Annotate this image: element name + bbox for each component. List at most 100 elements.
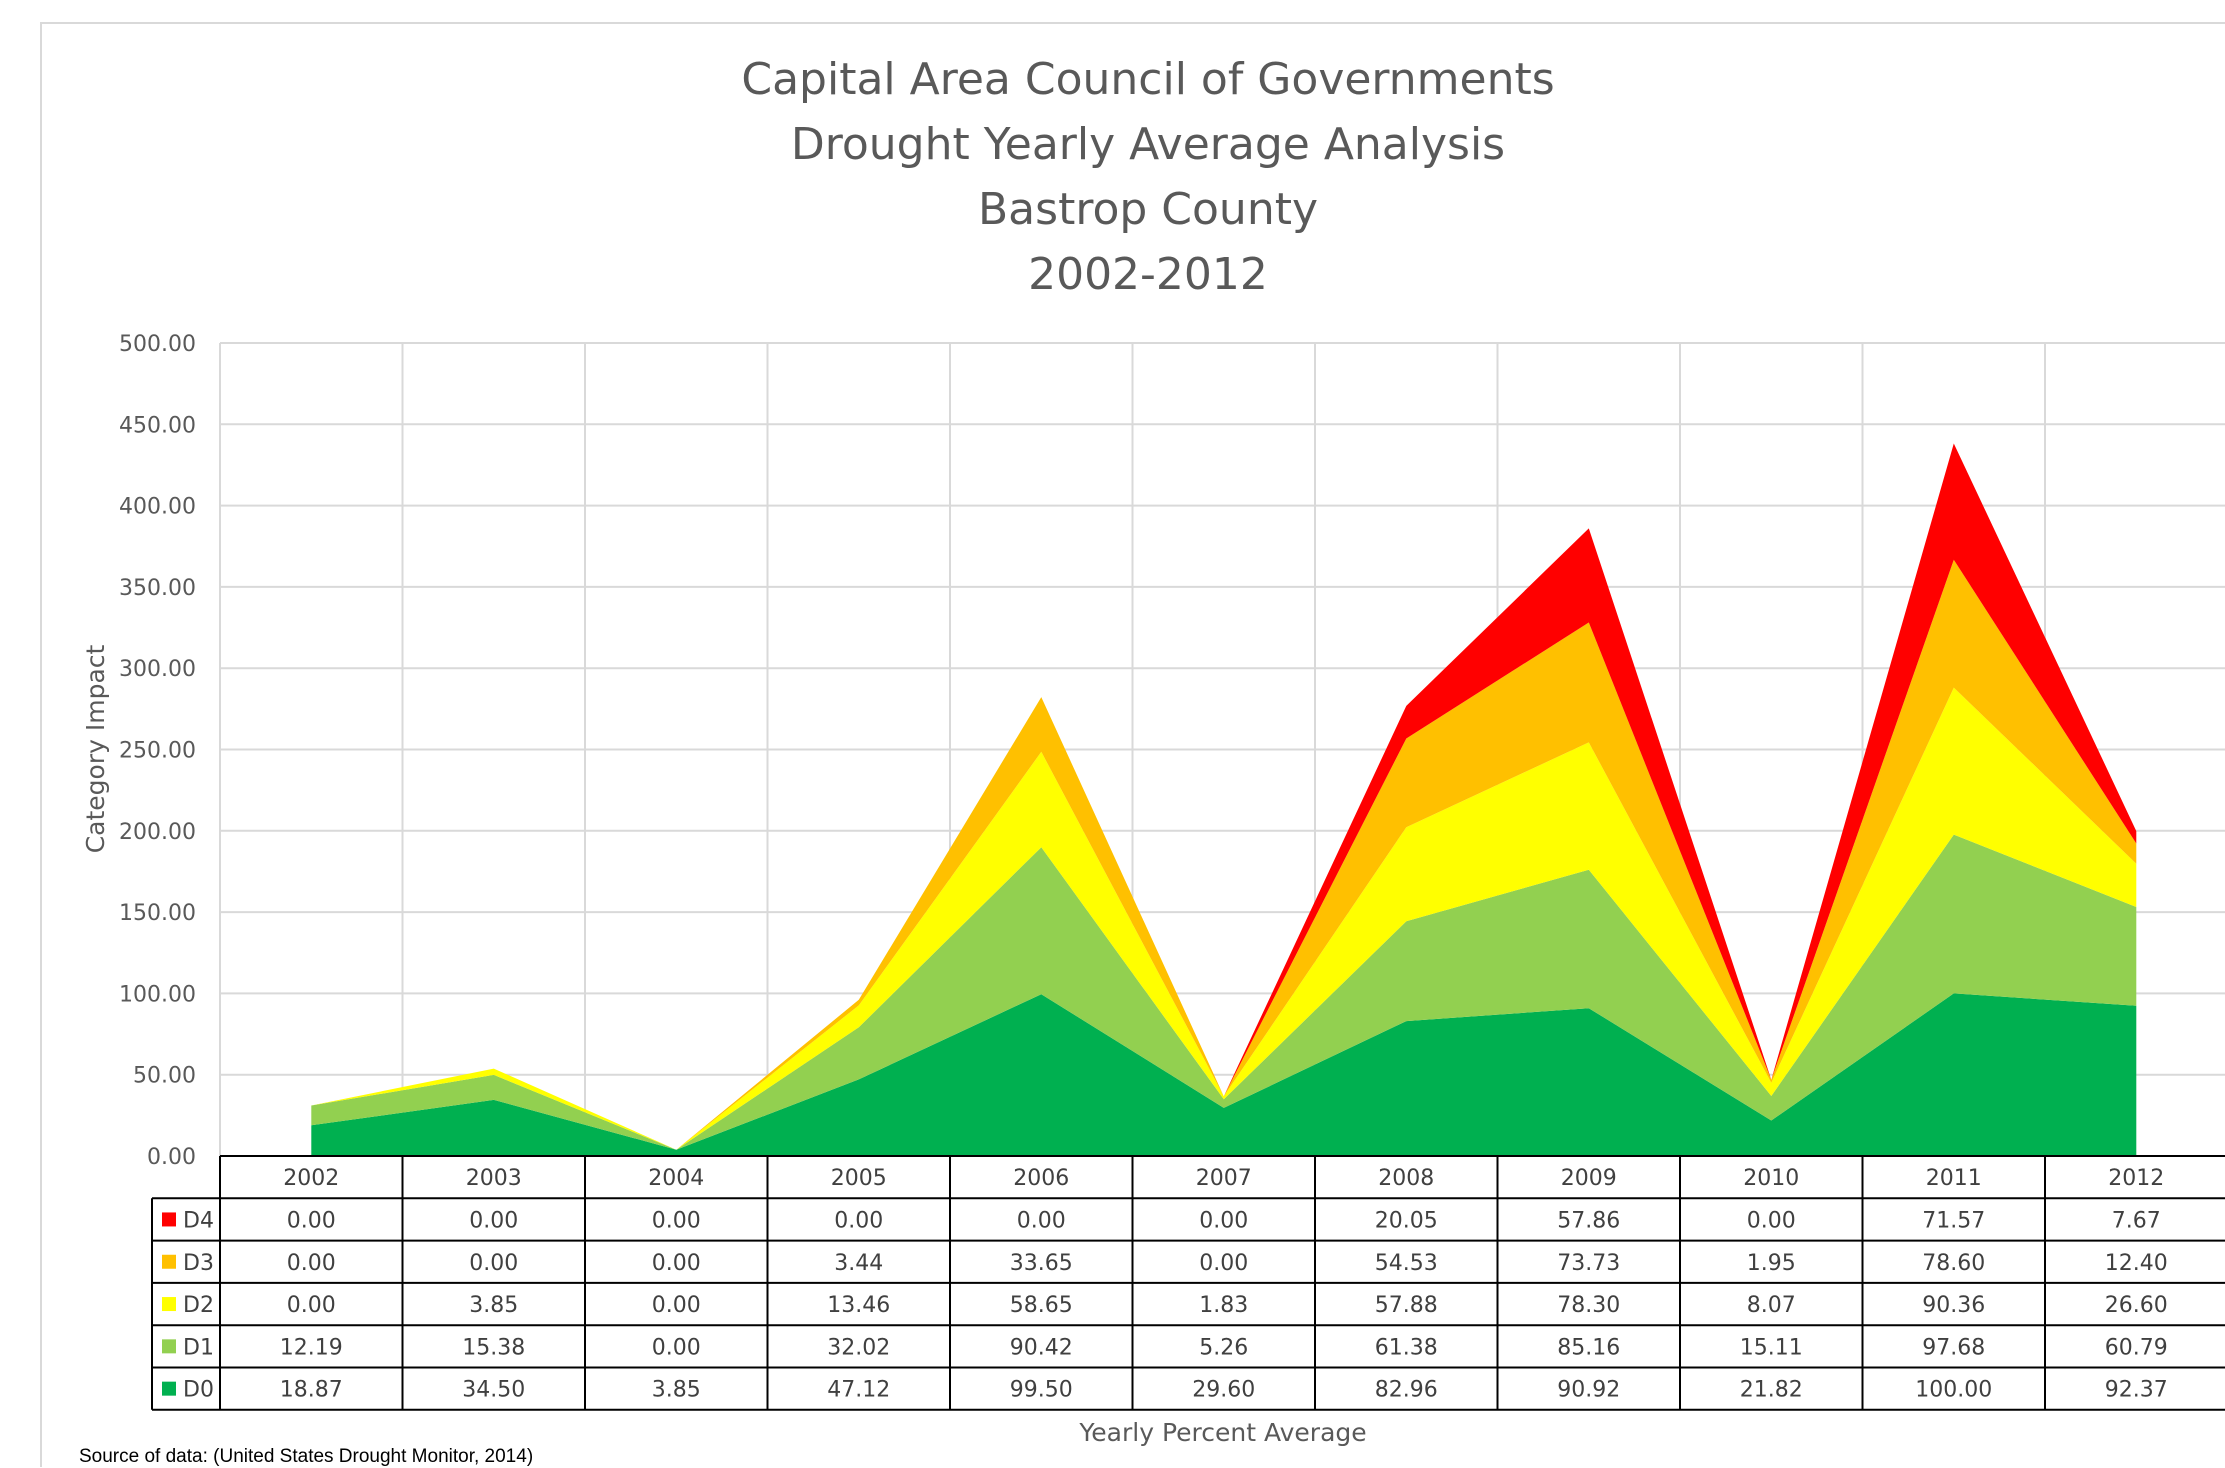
table-cell: 60.79 bbox=[2105, 1335, 2168, 1360]
legend-label-d4: D4 bbox=[183, 1208, 214, 1233]
table-cell: 12.40 bbox=[2105, 1251, 2168, 1276]
table-cell: 0.00 bbox=[1199, 1208, 1248, 1233]
table-cell: 0.00 bbox=[652, 1208, 701, 1233]
table-cell: 33.65 bbox=[1010, 1251, 1073, 1276]
table-cell: 8.07 bbox=[1747, 1293, 1796, 1318]
y-tick-label: 200.00 bbox=[119, 820, 196, 845]
area-series-d4 bbox=[311, 443, 2137, 1150]
title-line-2: Drought Yearly Average Analysis bbox=[791, 119, 1505, 170]
area-series-d1 bbox=[311, 834, 2137, 1150]
table-cell: 90.42 bbox=[1010, 1335, 1073, 1360]
table-cell: 47.12 bbox=[827, 1378, 890, 1403]
table-cell: 0.00 bbox=[287, 1293, 336, 1318]
table-cell: 32.02 bbox=[827, 1335, 890, 1360]
table-cell: 0.00 bbox=[469, 1208, 518, 1233]
y-tick-label: 400.00 bbox=[119, 495, 196, 520]
y-tick-label: 500.00 bbox=[119, 332, 196, 357]
title-line-1: Capital Area Council of Governments bbox=[741, 54, 1554, 105]
x-category-label: 2011 bbox=[1926, 1166, 1982, 1191]
legend-key-d2 bbox=[162, 1297, 176, 1312]
table-cell: 21.82 bbox=[1740, 1378, 1803, 1403]
area-series-d0 bbox=[311, 993, 2137, 1156]
table-cell: 3.85 bbox=[652, 1378, 701, 1403]
table-cell: 26.60 bbox=[2105, 1293, 2168, 1318]
table-cell: 0.00 bbox=[652, 1335, 701, 1360]
table-cell: 12.19 bbox=[280, 1335, 343, 1360]
table-cell: 0.00 bbox=[1199, 1251, 1248, 1276]
legend-label-d1: D1 bbox=[183, 1335, 214, 1360]
table-cell: 0.00 bbox=[1017, 1208, 1066, 1233]
table-cell: 1.95 bbox=[1747, 1251, 1796, 1276]
title-line-4: 2002-2012 bbox=[1028, 249, 1268, 300]
x-category-label: 2012 bbox=[2108, 1166, 2164, 1191]
legend-key-d0 bbox=[162, 1381, 176, 1396]
area-series-d3 bbox=[311, 559, 2137, 1150]
x-category-label: 2004 bbox=[648, 1166, 704, 1191]
y-tick-label: 300.00 bbox=[119, 657, 196, 682]
legend-label-d0: D0 bbox=[183, 1378, 214, 1403]
x-category-label: 2002 bbox=[283, 1166, 339, 1191]
x-category-label: 2010 bbox=[1743, 1166, 1799, 1191]
x-category-label: 2005 bbox=[831, 1166, 887, 1191]
x-category-label: 2006 bbox=[1013, 1166, 1069, 1191]
table-cell: 82.96 bbox=[1375, 1378, 1438, 1403]
table-cell: 0.00 bbox=[287, 1208, 336, 1233]
table-cell: 5.26 bbox=[1199, 1335, 1248, 1360]
table-cell: 18.87 bbox=[280, 1378, 343, 1403]
x-category-label: 2008 bbox=[1378, 1166, 1434, 1191]
table-cell: 1.83 bbox=[1199, 1293, 1248, 1318]
table-cell: 92.37 bbox=[2105, 1378, 2168, 1403]
chart-title: Capital Area Council of Governments Drou… bbox=[741, 54, 1554, 300]
stacked-areas bbox=[311, 443, 2137, 1156]
table-cell: 0.00 bbox=[652, 1251, 701, 1276]
table-cell: 34.50 bbox=[462, 1378, 525, 1403]
table-cell: 0.00 bbox=[652, 1293, 701, 1318]
table-cell: 0.00 bbox=[469, 1251, 518, 1276]
table-cell: 0.00 bbox=[1747, 1208, 1796, 1233]
x-category-label: 2007 bbox=[1196, 1166, 1252, 1191]
table-cell: 3.85 bbox=[469, 1293, 518, 1318]
table-cell: 29.60 bbox=[1192, 1378, 1255, 1403]
legend-label-d2: D2 bbox=[183, 1293, 214, 1318]
x-category-label: 2003 bbox=[466, 1166, 522, 1191]
table-cell: 73.73 bbox=[1557, 1251, 1620, 1276]
table-cell: 13.46 bbox=[827, 1293, 890, 1318]
y-tick-label: 450.00 bbox=[119, 413, 196, 438]
legend-key-d1 bbox=[162, 1339, 176, 1354]
table-cell: 61.38 bbox=[1375, 1335, 1438, 1360]
table-cell: 100.00 bbox=[1915, 1378, 1992, 1403]
table-cell: 99.50 bbox=[1010, 1378, 1073, 1403]
data-table: 2002 2003 2004 2005 2006 2007 2008 2009 2010 2011… bbox=[151, 1155, 2225, 1411]
table-cell: 71.57 bbox=[1922, 1208, 1985, 1233]
table-cell: 15.11 bbox=[1740, 1335, 1803, 1360]
area-series-d2 bbox=[311, 687, 2137, 1150]
y-tick-label: 150.00 bbox=[119, 901, 196, 926]
y-axis-title: Category Impact bbox=[81, 645, 110, 854]
x-category-label: 2009 bbox=[1561, 1166, 1617, 1191]
table-cell: 97.68 bbox=[1922, 1335, 1985, 1360]
source-note: Source of data: (United States Drought M… bbox=[79, 1446, 534, 1467]
x-axis-title: Yearly Percent Average bbox=[1078, 1418, 1366, 1447]
legend-key-d4 bbox=[162, 1212, 176, 1227]
table-cell: 78.30 bbox=[1557, 1293, 1620, 1318]
chart-frame bbox=[40, 22, 2225, 1467]
table-cell: 57.86 bbox=[1557, 1208, 1620, 1233]
table-cell: 90.92 bbox=[1557, 1378, 1620, 1403]
y-axis-ticks: 0.00 50.00 100.00 150.00 200.00 250.00 300.00 3… bbox=[119, 332, 196, 1170]
y-tick-label: 100.00 bbox=[119, 982, 196, 1007]
legend-key-d3 bbox=[162, 1254, 176, 1269]
y-tick-label: 350.00 bbox=[119, 576, 196, 601]
table-cell: 78.60 bbox=[1922, 1251, 1985, 1276]
table-cell: 58.65 bbox=[1010, 1293, 1073, 1318]
y-tick-label: 250.00 bbox=[119, 739, 196, 764]
legend-label-d3: D3 bbox=[183, 1251, 214, 1276]
table-cell: 54.53 bbox=[1375, 1251, 1438, 1276]
y-tick-label: 50.00 bbox=[133, 1064, 196, 1089]
table-cell: 85.16 bbox=[1557, 1335, 1620, 1360]
table-cell: 15.38 bbox=[462, 1335, 525, 1360]
table-cell: 57.88 bbox=[1375, 1293, 1438, 1318]
y-tick-label: 0.00 bbox=[147, 1145, 196, 1170]
title-line-3: Bastrop County bbox=[978, 184, 1318, 235]
table-cell: 7.67 bbox=[2112, 1208, 2161, 1233]
